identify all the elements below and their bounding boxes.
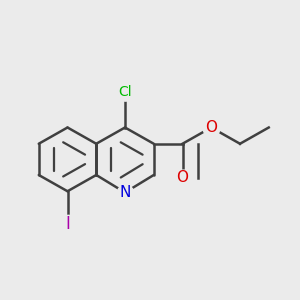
Text: Cl: Cl bbox=[118, 85, 132, 100]
Text: I: I bbox=[65, 215, 70, 233]
Text: O: O bbox=[205, 120, 217, 135]
Text: O: O bbox=[176, 170, 188, 185]
Text: N: N bbox=[119, 185, 131, 200]
